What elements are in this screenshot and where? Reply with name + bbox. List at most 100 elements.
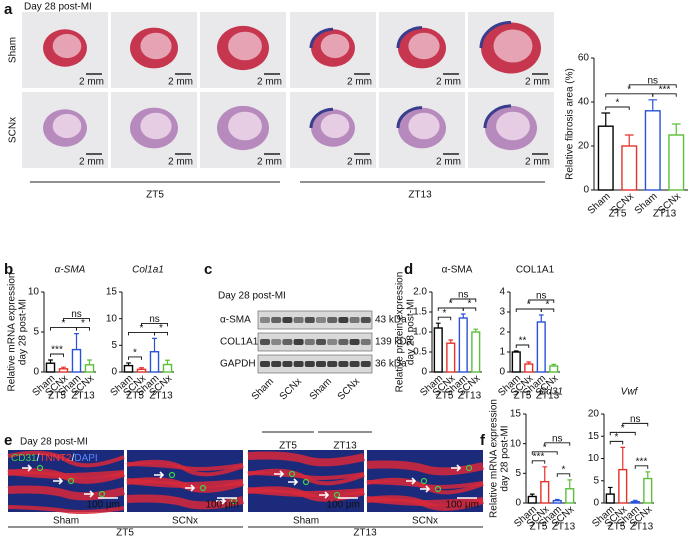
significance-bracket bbox=[141, 322, 168, 327]
blot-band bbox=[327, 361, 338, 367]
muscle-fiber bbox=[366, 480, 484, 489]
y-tick-label: 40 bbox=[578, 97, 590, 108]
y-axis-title: Relative fibrosis area (%) bbox=[565, 68, 576, 180]
row-label: SCNx bbox=[8, 117, 19, 143]
blot-band bbox=[260, 317, 270, 323]
scale-bar-label: 2 mm bbox=[257, 157, 282, 168]
error-bar bbox=[554, 498, 560, 501]
error-bar bbox=[645, 471, 651, 479]
blot-band bbox=[338, 361, 349, 367]
error-bar bbox=[529, 493, 535, 497]
significance-label: ns bbox=[458, 290, 469, 301]
muscle-fiber bbox=[247, 471, 365, 480]
bar bbox=[643, 477, 653, 504]
significance-label: * bbox=[449, 299, 453, 310]
infarct bbox=[479, 21, 512, 49]
blot-band bbox=[271, 361, 282, 367]
vessel bbox=[434, 485, 442, 493]
y-tick-label: 15 bbox=[588, 431, 600, 442]
significance-bracket bbox=[128, 356, 142, 360]
infarct bbox=[483, 104, 512, 129]
significance-label: ns bbox=[552, 433, 563, 444]
error-bar bbox=[87, 359, 92, 365]
significance-bracket bbox=[544, 442, 571, 446]
chart-title: Cd31 bbox=[539, 387, 563, 398]
arrow bbox=[406, 477, 417, 485]
group-label: ZT13 bbox=[333, 441, 357, 452]
tissue-lumen bbox=[408, 112, 440, 140]
error-bar bbox=[542, 466, 548, 482]
significance-label: * bbox=[621, 423, 625, 434]
scale-bar-label: 2 mm bbox=[525, 77, 550, 88]
scale-bar-label: 2 mm bbox=[347, 157, 372, 168]
significance-bracket bbox=[652, 93, 677, 97]
bar bbox=[605, 493, 615, 504]
bar bbox=[433, 327, 443, 373]
scale-bar-label: 100 μm bbox=[205, 500, 239, 511]
significance-bracket bbox=[462, 307, 477, 311]
bar bbox=[511, 351, 521, 373]
y-tick-label: 20 bbox=[588, 409, 600, 420]
arrow bbox=[216, 497, 227, 505]
significance-bracket bbox=[450, 298, 477, 302]
bar bbox=[149, 351, 160, 373]
separator: / bbox=[37, 453, 40, 464]
error-bar bbox=[526, 361, 532, 364]
muscle-fiber bbox=[7, 469, 125, 480]
significance-label: * bbox=[468, 299, 472, 310]
scale-bar-label: 2 mm bbox=[257, 77, 282, 88]
blot-band bbox=[316, 317, 326, 323]
significance-label: * bbox=[140, 323, 144, 334]
infarct bbox=[396, 106, 423, 129]
blot-band bbox=[316, 339, 326, 345]
error-bar bbox=[165, 359, 170, 365]
tissue-lumen bbox=[408, 32, 440, 60]
y-tick-label: 0 bbox=[421, 367, 427, 378]
bar bbox=[123, 364, 134, 373]
group-label: ZT5 bbox=[514, 391, 532, 402]
error-bar bbox=[607, 486, 613, 495]
y-tick-label: 10 bbox=[106, 313, 118, 324]
error-bar bbox=[620, 446, 626, 470]
stain-label: CD31/TNNT2/DAPI bbox=[11, 453, 98, 464]
tissue-lumen bbox=[320, 113, 350, 139]
error-bar bbox=[48, 359, 53, 364]
muscle-fiber bbox=[126, 462, 244, 471]
significance-bracket bbox=[528, 299, 555, 303]
bar bbox=[621, 145, 638, 191]
panel-label: f bbox=[480, 432, 486, 449]
significance-bracket bbox=[50, 353, 64, 357]
blot-band bbox=[316, 361, 326, 367]
significance-label: * bbox=[562, 465, 566, 476]
bar bbox=[644, 110, 661, 191]
error-bar bbox=[551, 363, 557, 366]
y-tick-label: 1 bbox=[499, 347, 505, 358]
scale-bar-label: 100 μm bbox=[326, 500, 360, 511]
significance-label: * bbox=[159, 323, 163, 334]
lane-label: Sham bbox=[308, 376, 334, 402]
scale-bar-label: 100 μm bbox=[445, 500, 479, 511]
bar bbox=[565, 488, 575, 504]
muscle-fiber bbox=[126, 478, 244, 489]
stain: DAPI bbox=[74, 453, 97, 464]
bar bbox=[549, 365, 559, 373]
muscle-fiber bbox=[366, 460, 484, 476]
bar bbox=[524, 363, 534, 373]
significance-label: ns bbox=[647, 75, 658, 86]
significance-label: * bbox=[543, 442, 547, 453]
lane-label: Sham bbox=[250, 376, 276, 402]
group-label: ZT13 bbox=[653, 209, 677, 220]
significance-bracket bbox=[628, 84, 677, 88]
significance-label: * bbox=[546, 300, 550, 311]
y-tick-label: 10 bbox=[510, 438, 522, 449]
scale-bar-label: 2 mm bbox=[436, 157, 461, 168]
size-label: 43 kDa bbox=[375, 315, 407, 326]
vessel bbox=[288, 470, 296, 478]
blot-band bbox=[282, 361, 293, 367]
group-label: ZT13 bbox=[149, 391, 173, 402]
blot-band bbox=[304, 339, 315, 345]
y-tick-label: 5 bbox=[33, 327, 39, 338]
size-label: 139 kDa bbox=[375, 337, 413, 348]
panel-label: e bbox=[4, 432, 12, 449]
scale-bar-label: 2 mm bbox=[79, 77, 104, 88]
